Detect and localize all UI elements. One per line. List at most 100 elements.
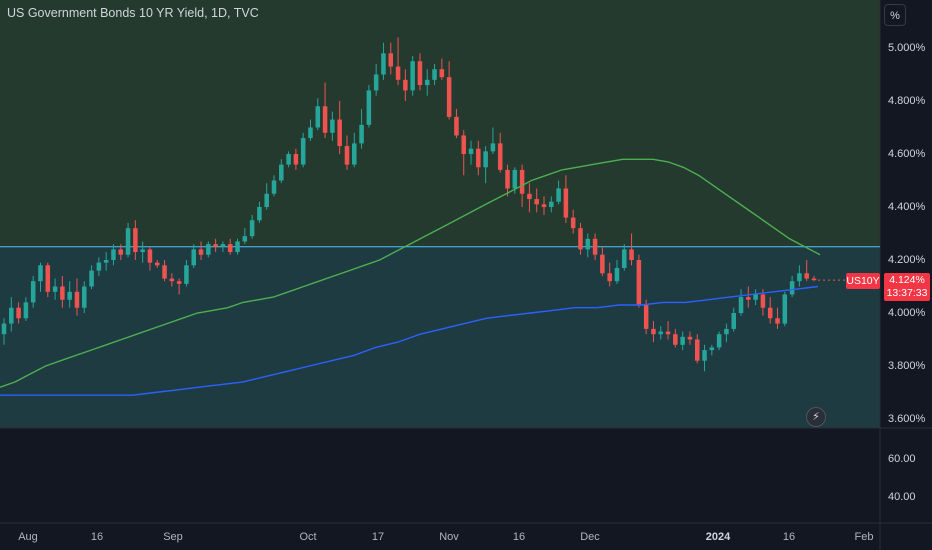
candle-body [410,61,415,91]
candle-body [797,273,802,282]
candle-body [38,265,43,282]
candle-body [527,193,532,200]
candle-body [176,281,182,284]
candle-body [738,297,744,313]
candle-body [505,169,510,189]
candle-body [702,350,707,361]
candle-body [760,294,766,308]
candle-body [497,143,503,170]
candle-body [446,77,452,117]
last-price-value: 4.124% [889,274,925,286]
lightning-icon[interactable]: ⚡︎ [806,407,826,427]
unit-button[interactable]: % [884,4,906,26]
candle-body [549,201,554,207]
price-axis-label: 4.000% [888,307,926,319]
candle-body [147,249,153,263]
candle-body [359,124,364,144]
candle-body [118,249,124,255]
candle-body [622,249,627,268]
candle-body [651,328,656,335]
candle-body [578,228,583,250]
candle-body [257,207,262,221]
time-axis-label: Sep [163,531,183,543]
time-axis-label: Feb [854,531,874,543]
candle-body [279,164,284,181]
candle-body [468,148,474,154]
price-axis-label: 4.400% [888,201,926,213]
candle-body [89,270,94,287]
candle-body [512,169,518,189]
candle-body [534,199,539,205]
candle-body [687,336,693,340]
candle-body [235,241,240,253]
candle-body [30,281,36,303]
candle-body [643,305,649,329]
candle-body [103,260,109,263]
candle-body [629,249,634,260]
chart-title: US Government Bonds 10 YR Yield, 1D, TVC [7,6,259,20]
candle-body [227,244,233,253]
lower-shaded-zone [0,246,880,428]
candle-body [366,90,372,125]
price-axis-label: 5.000% [888,42,926,54]
candle-body [585,238,591,250]
candle-body [162,265,167,279]
candle-body [636,260,642,306]
candle-body [753,294,758,300]
candle-body [454,116,459,136]
candle-body [680,336,685,345]
candle-body [381,53,386,75]
candle-body [344,146,350,165]
upper-shaded-zone [0,0,880,247]
candle-body [330,119,335,133]
indicator-axis-label: 60.00 [888,453,916,465]
symbol-badge: US10Y [846,273,880,289]
price-axis-label: 4.600% [888,148,926,160]
candle-body [731,313,736,329]
candle-body [271,180,277,194]
candle-body [315,106,321,128]
candle-body [403,79,408,91]
candle-body [563,188,569,218]
candle-body [804,273,809,279]
candle-body [23,302,29,319]
candle-body [286,154,291,165]
moving-average-slow [0,285,819,396]
candle-body [60,286,65,300]
candle-body [789,281,795,295]
time-axis-label: 16 [90,531,104,543]
candle-body [322,106,328,133]
candle-body [184,265,189,284]
candle-body [96,262,102,271]
candle-body [206,244,211,255]
candle-body [811,278,817,281]
candle-body [293,154,299,165]
candle-body [300,138,306,165]
candle-body [417,61,423,86]
bar-countdown: 13:37:33 [886,287,928,299]
candle-body [607,273,612,282]
candle-body [600,254,605,274]
candle-body [541,204,547,207]
candle-body [213,244,218,247]
candle-body [264,193,269,207]
candle-body [424,79,430,86]
time-axis-label: Oct [299,531,317,543]
time-axis-label: 16 [782,531,796,543]
price-axis-label: 3.800% [888,360,926,372]
candle-body [716,334,722,348]
candle-body [154,262,160,266]
price-axis-label: 4.800% [888,95,926,107]
candle-body [490,143,496,152]
candle-body [242,236,248,242]
time-axis-label: Aug [18,531,38,543]
candle-body [308,127,313,139]
candle-body [556,188,561,202]
price-axis-label: 4.200% [888,254,926,266]
indicator-axis-label: 40.00 [888,491,916,503]
candle-body [249,220,255,237]
candle-body [775,318,780,324]
candle-body [45,265,51,292]
moving-average-fast [0,158,821,388]
